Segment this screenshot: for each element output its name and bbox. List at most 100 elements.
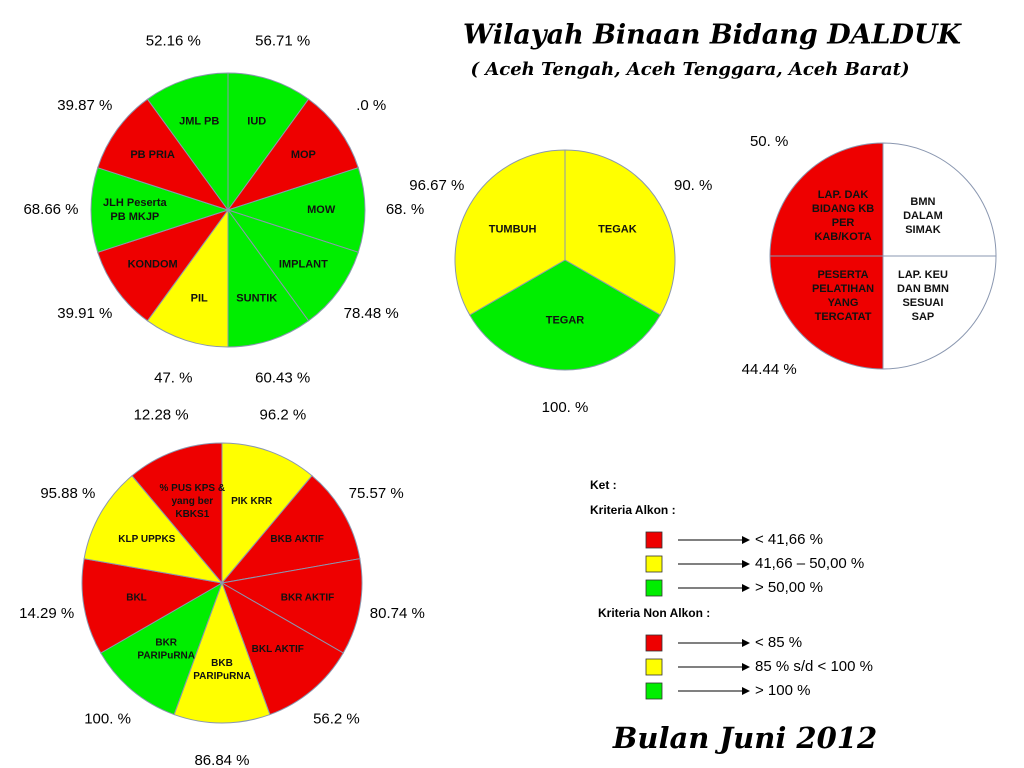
value-label: 68. % xyxy=(386,201,424,218)
subtitle: ( Aceh Tengah, Aceh Tenggara, Aceh Barat… xyxy=(471,59,910,80)
segment-label: KBKS1 xyxy=(175,509,209,520)
value-label: 52.16 % xyxy=(146,33,201,50)
value-label: 12.28 % xyxy=(134,407,189,424)
legend-arrowhead xyxy=(742,584,750,592)
pie-segment xyxy=(564,149,676,316)
legend-group-title: Kriteria Non Alkon : xyxy=(598,606,710,620)
pie-segment xyxy=(882,255,997,370)
segment-label: MOW xyxy=(307,204,336,216)
pie-segment xyxy=(146,72,229,212)
pie-segment xyxy=(90,167,230,253)
segment-label: PARIPuRNA xyxy=(137,651,195,662)
pie-segment xyxy=(221,442,313,585)
value-label: 75.57 % xyxy=(349,485,404,502)
legend-text: > 50,00 % xyxy=(755,579,823,596)
segment-label: PIL xyxy=(191,293,208,305)
segment-label: LAP. KEU xyxy=(898,269,948,281)
segment-label: IUD xyxy=(247,115,266,127)
value-label: 90. % xyxy=(674,177,712,194)
value-label: 56.71 % xyxy=(255,33,310,50)
segment-label: yang ber xyxy=(171,496,213,507)
pie-segment xyxy=(226,167,366,253)
value-label: 86.84 % xyxy=(194,752,249,768)
segment-label: BKL AKTIF xyxy=(252,644,304,655)
pie-segment xyxy=(97,209,230,322)
segment-label: PIK KRR xyxy=(231,496,273,507)
legend-arrowhead xyxy=(742,536,750,544)
legend-text: 41,66 – 50,00 % xyxy=(755,555,864,572)
segment-label: JLH Peserta xyxy=(103,197,167,209)
pie-segment xyxy=(221,581,344,716)
legend-arrowhead xyxy=(742,663,750,671)
pie-segment xyxy=(81,558,224,654)
legend-arrowhead xyxy=(742,687,750,695)
pie-segment xyxy=(227,208,310,348)
legend-text: < 85 % xyxy=(755,634,802,651)
value-label: 50. % xyxy=(750,133,788,150)
pie-segment xyxy=(769,255,884,370)
segment-label: SIMAK xyxy=(905,224,941,236)
segment-label: JML PB xyxy=(179,115,219,127)
segment-label: PELATIHAN xyxy=(812,283,874,295)
segment-label: SAP xyxy=(912,311,935,323)
value-label: 100. % xyxy=(542,399,589,416)
segment-label: TEGAK xyxy=(598,224,637,236)
segment-label: BIDANG KB xyxy=(812,203,874,215)
value-label: 60.43 % xyxy=(255,369,310,386)
pie-segment xyxy=(769,142,884,257)
segment-label: TUMBUH xyxy=(489,224,537,236)
segment-label: BKR xyxy=(155,638,177,649)
segment-label: DAN BMN xyxy=(897,283,949,295)
segment-label: PESERTA xyxy=(817,269,868,281)
value-label: 47. % xyxy=(154,369,192,386)
segment-label: YANG xyxy=(828,297,859,309)
value-label: 80.74 % xyxy=(370,605,425,622)
value-label: 14.29 % xyxy=(19,605,74,622)
value-label: 44.44 % xyxy=(742,361,797,378)
pie-segment xyxy=(97,98,230,211)
pie-segment xyxy=(226,98,359,211)
value-label: 78.48 % xyxy=(344,305,399,322)
segment-label: BMN xyxy=(910,196,935,208)
segment-label: TERCATAT xyxy=(815,311,872,323)
segment-label: MOP xyxy=(291,149,316,161)
pie-segment xyxy=(454,149,566,316)
value-label: 39.91 % xyxy=(57,305,112,322)
value-label: 96.2 % xyxy=(260,407,307,424)
segment-label: LAP. DAK xyxy=(818,189,869,201)
legend-text: > 100 % xyxy=(755,682,810,699)
segment-label: SUNTIK xyxy=(236,293,277,305)
pie-segment xyxy=(226,209,359,322)
segment-label: PARIPuRNA xyxy=(193,671,251,682)
legend-arrowhead xyxy=(742,639,750,647)
legend-title: Ket : xyxy=(590,478,617,492)
segment-label: BKL xyxy=(126,593,147,604)
pie-segment xyxy=(220,558,363,654)
segment-label: PER xyxy=(832,217,855,229)
legend-text: 85 % s/d < 100 % xyxy=(755,658,873,675)
legend-swatch xyxy=(645,658,663,676)
legend-group-title: Kriteria Alkon : xyxy=(590,503,676,517)
pie-segment xyxy=(882,142,997,257)
legend-arrowhead xyxy=(742,560,750,568)
segment-label: KAB/KOTA xyxy=(814,231,871,243)
value-label: 39.87 % xyxy=(57,97,112,114)
value-label: 56.2 % xyxy=(313,710,360,727)
value-label: 95.88 % xyxy=(40,485,95,502)
segment-label: SESUAI xyxy=(902,297,943,309)
segment-label: IMPLANT xyxy=(279,259,328,271)
segment-label: DALAM xyxy=(903,210,943,222)
segment-label: PB MKJP xyxy=(110,211,159,223)
pie-segment xyxy=(146,208,229,348)
segment-label: BKB xyxy=(211,658,233,669)
segment-label: % PUS KPS & xyxy=(160,483,226,494)
segment-label: KONDOM xyxy=(128,259,178,271)
segment-label: BKB AKTIF xyxy=(270,534,324,545)
legend-swatch xyxy=(645,579,663,597)
value-label: 100. % xyxy=(84,710,131,727)
segment-label: KLP UPPKS xyxy=(118,534,175,545)
legend-text: < 41,66 % xyxy=(755,531,823,548)
title: Wilayah Binaan Bidang DALDUK xyxy=(463,20,962,51)
value-label: 96.67 % xyxy=(409,177,464,194)
